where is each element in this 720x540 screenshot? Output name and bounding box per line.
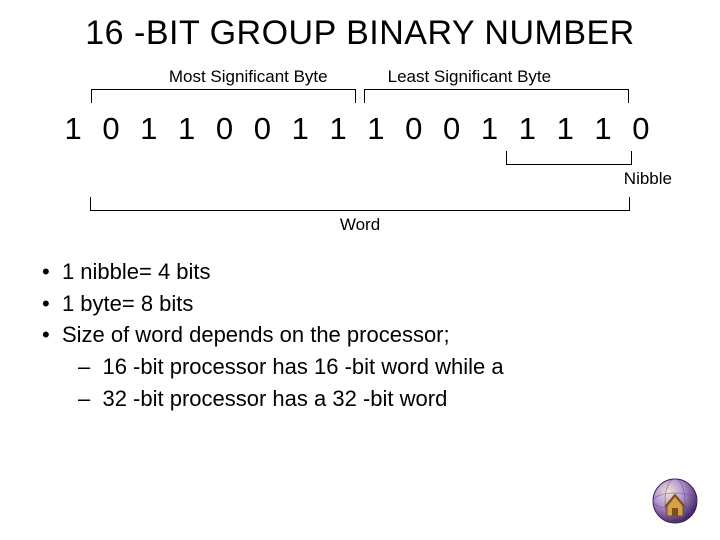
page-title: 16 -BIT GROUP BINARY NUMBER <box>0 0 720 63</box>
lsb-bracket <box>364 89 629 103</box>
sub-bullet-1: – 16 -bit processor has 16 -bit word whi… <box>78 352 720 382</box>
sub-bullet-2-text: 32 -bit processor has a 32 -bit word <box>102 386 447 411</box>
word-bracket <box>90 197 630 211</box>
bullet-list: • 1 nibble= 4 bits • 1 byte= 8 bits • Si… <box>42 257 720 413</box>
bullet-1-text: 1 nibble= 4 bits <box>62 259 211 284</box>
home-globe-icon[interactable] <box>650 476 700 526</box>
nibble-label: Nibble <box>624 169 672 189</box>
word-label: Word <box>0 215 720 235</box>
binary-number: 1 0 1 1 0 0 1 1 1 0 0 1 1 1 1 0 <box>0 111 720 147</box>
nibble-row: Nibble <box>80 151 640 191</box>
bullet-1: • 1 nibble= 4 bits <box>42 257 720 287</box>
byte-brackets <box>80 89 640 103</box>
bullet-2-text: 1 byte= 8 bits <box>62 291 193 316</box>
sub-bullet-1-text: 16 -bit processor has 16 -bit word while… <box>102 354 503 379</box>
bullet-3-text: Size of word depends on the processor; <box>62 322 450 347</box>
byte-labels-row: Most Significant Byte Least Significant … <box>0 67 720 87</box>
bullet-3: • Size of word depends on the processor; <box>42 320 720 350</box>
sub-bullet-2: – 32 -bit processor has a 32 -bit word <box>78 384 720 414</box>
lsb-label: Least Significant Byte <box>388 67 551 87</box>
msb-label: Most Significant Byte <box>169 67 328 87</box>
nibble-bracket <box>506 151 632 165</box>
bullet-2: • 1 byte= 8 bits <box>42 289 720 319</box>
msb-bracket <box>91 89 356 103</box>
